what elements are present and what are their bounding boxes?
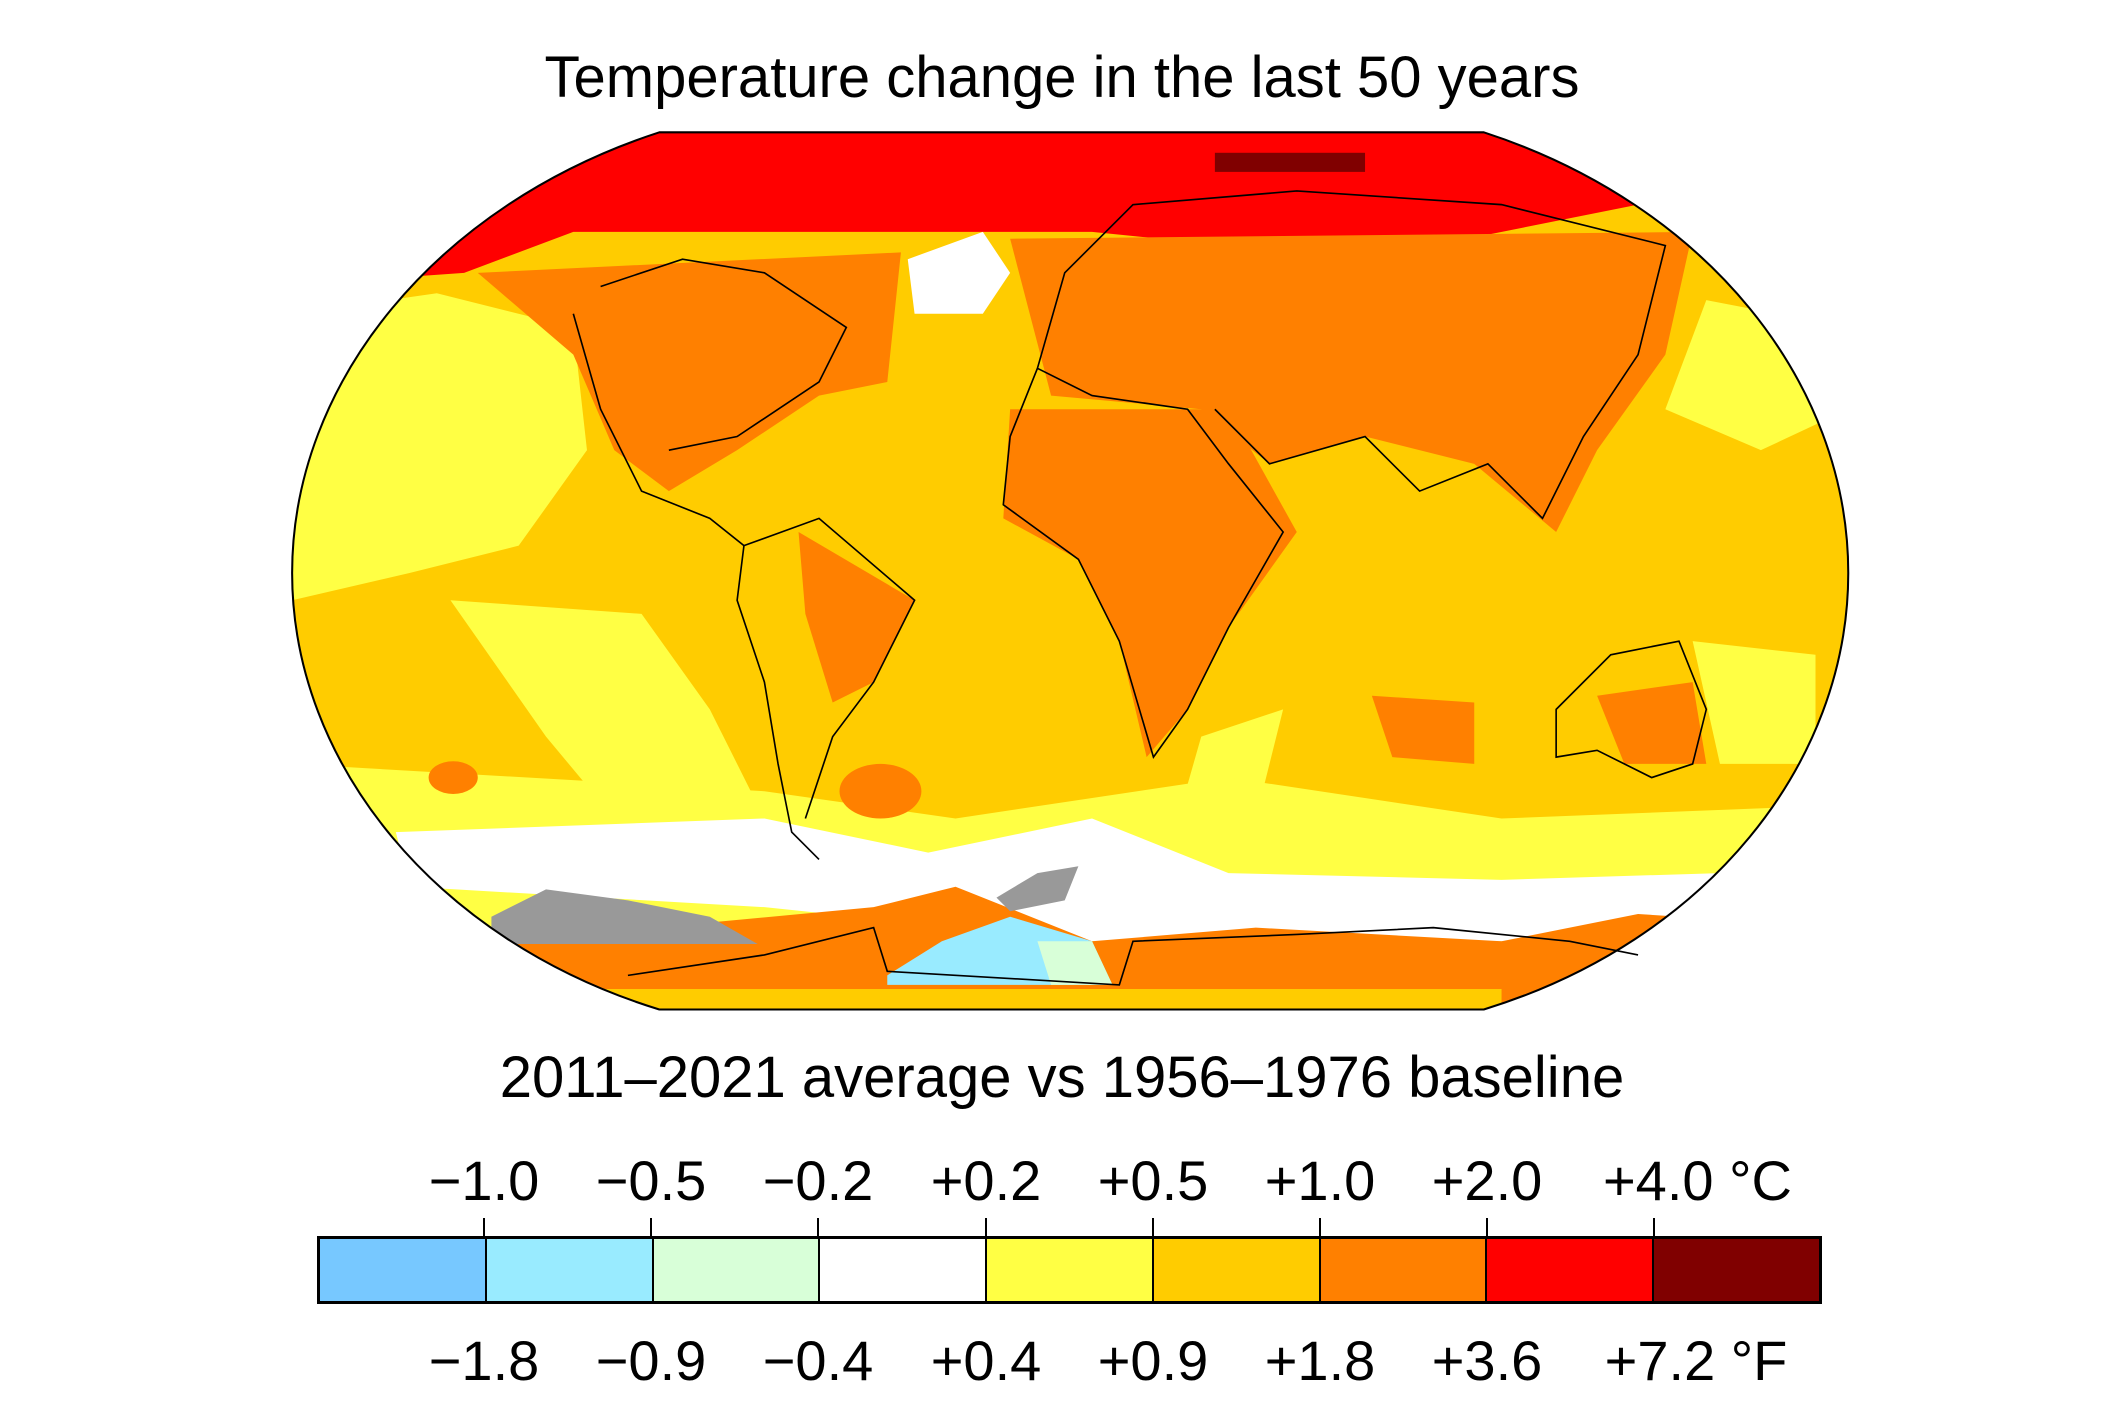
- siberia-darkred: [1214, 152, 1366, 172]
- legend-celsius-label: −0.2: [762, 1149, 874, 1212]
- eurasia-orange: [1010, 231, 1693, 533]
- map-subtitle: 2011–2021 average vs 1956–1976 baseline: [499, 1045, 1625, 1110]
- legend-celsius-label: +0.2: [930, 1149, 1042, 1212]
- legend-tick: [650, 1218, 652, 1236]
- coastlines: [572, 190, 1708, 986]
- legend-fahrenheit-label: +1.8: [1264, 1329, 1376, 1392]
- legend-fahrenheit-label: −0.4: [762, 1329, 874, 1392]
- legend-bin: [987, 1239, 1154, 1301]
- legend-celsius-label: +2.0: [1431, 1149, 1543, 1212]
- legend-celsius-label: +4.0 °C: [1602, 1149, 1792, 1212]
- south-america-orange: [798, 532, 915, 703]
- south-atlantic-orange: [839, 763, 922, 819]
- map-border: [291, 131, 1850, 1011]
- no-data-west: [491, 889, 758, 944]
- legend-bin: [820, 1239, 988, 1301]
- legend-bin: [1487, 1239, 1655, 1301]
- legend-fahrenheit-label: +0.4: [930, 1329, 1042, 1392]
- legend-tick: [985, 1218, 987, 1236]
- legend-fahrenheit-label: +3.6: [1431, 1329, 1543, 1392]
- legend-celsius-label: +0.5: [1097, 1149, 1209, 1212]
- legend-tick: [817, 1218, 819, 1236]
- antarctica-yellow-edge: [546, 989, 1502, 1010]
- coastline-antarctica: [627, 926, 1639, 986]
- legend-celsius-label: −1.0: [428, 1149, 540, 1212]
- australia-east-yellow: [1692, 641, 1816, 764]
- north-band-red: [292, 132, 1849, 287]
- africa-orange: [1003, 409, 1297, 758]
- legend-fahrenheit-label: −1.8: [428, 1329, 540, 1392]
- legend-celsius-label: −0.5: [595, 1149, 707, 1212]
- south-pacific-orange: [428, 761, 478, 794]
- no-data-east: [996, 866, 1079, 912]
- legend-tick: [1486, 1218, 1488, 1236]
- legend-fahrenheit-label: −0.9: [595, 1329, 707, 1392]
- coastline-africa-eurasia: [1002, 190, 1667, 759]
- legend-bin: [1654, 1239, 1820, 1301]
- australia-orange: [1597, 682, 1707, 764]
- north-america-orange: [477, 252, 901, 492]
- pacific-yellow-west: [292, 293, 587, 601]
- legend-bin: [1153, 1239, 1321, 1301]
- legend-tick: [1319, 1218, 1321, 1236]
- legend-bin: [1320, 1239, 1488, 1301]
- map-title: Temperature change in the last 50 years: [544, 45, 1580, 110]
- coastline-americas: [572, 258, 916, 861]
- legend-bin: [486, 1239, 654, 1301]
- indian-ocean-orange: [1371, 695, 1475, 764]
- legend-celsius-label: +1.0: [1264, 1149, 1376, 1212]
- east-pacific-yellow: [450, 600, 765, 819]
- coastline-australia: [1555, 640, 1708, 779]
- legend-fahrenheit-label: +7.2 °F: [1604, 1329, 1788, 1392]
- legend-tick: [483, 1218, 485, 1236]
- legend-bin: [320, 1239, 487, 1301]
- legend-tick: [1152, 1218, 1154, 1236]
- legend-tick: [1653, 1218, 1655, 1236]
- color-legend-bar: [317, 1236, 1822, 1304]
- greenland-white: [907, 231, 1011, 314]
- legend-fahrenheit-label: +0.9: [1097, 1329, 1209, 1392]
- legend-bin: [653, 1239, 821, 1301]
- weddell-light-green: [1037, 941, 1113, 985]
